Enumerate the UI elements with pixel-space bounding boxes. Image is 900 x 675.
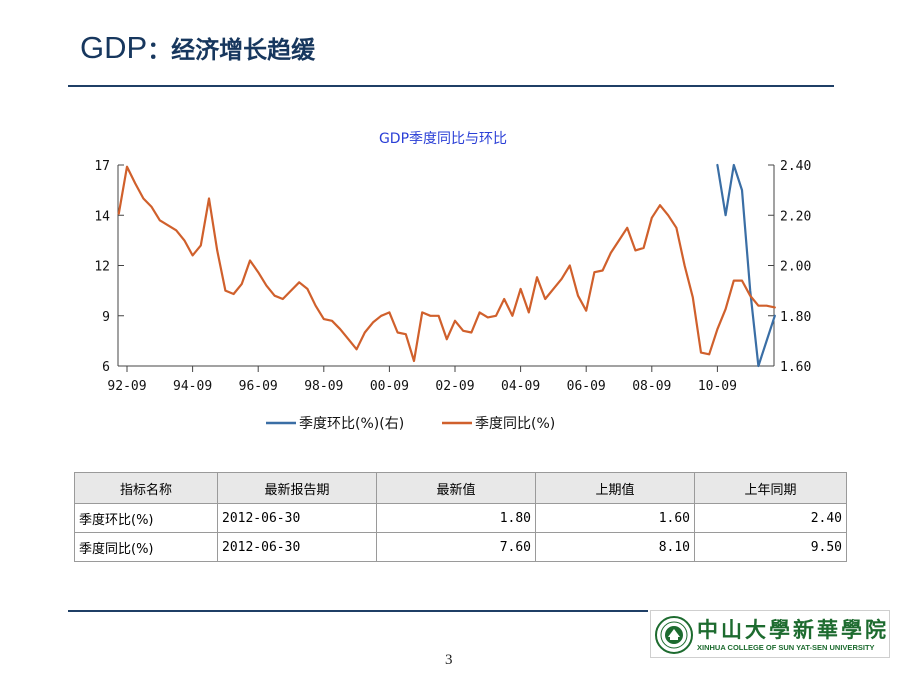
cell-indicator-name: 季度环比(%): [74, 503, 218, 533]
cell-latest-value: 7.60: [376, 532, 536, 562]
table-row: 季度环比(%) 2012-06-30 1.80 1.60 2.40: [74, 503, 847, 533]
right-axis-tick-label: 1.80: [780, 310, 811, 325]
legend-label: 季度同比(%): [475, 416, 555, 432]
cell-indicator-name: 季度同比(%): [74, 532, 218, 562]
slide-title-subtitle: ：经济增长趋缓: [147, 36, 316, 64]
college-logo: 中山大學新華學院 XINHUA COLLEGE OF SUN YAT-SEN U…: [650, 610, 890, 658]
x-axis-tick-label: 06-09: [567, 379, 606, 394]
cell-year-ago-value: 9.50: [694, 532, 847, 562]
slide-title-gdp: GDP: [80, 30, 148, 65]
left-axis-tick-label: 17: [94, 159, 110, 174]
x-axis-tick-label: 00-09: [370, 379, 409, 394]
header-year-ago-value: 上年同期: [694, 472, 847, 504]
cell-previous-value: 8.10: [535, 532, 695, 562]
header-previous-value: 上期值: [535, 472, 695, 504]
right-axis-tick-label: 2.20: [780, 209, 811, 224]
cell-latest-value: 1.80: [376, 503, 536, 533]
cell-latest-period: 2012-06-30: [217, 532, 377, 562]
chart-title: GDP季度同比与环比: [379, 131, 507, 147]
title-divider: [68, 85, 834, 87]
x-axis-tick-label: 02-09: [435, 379, 474, 394]
left-axis-tick-label: 9: [102, 310, 110, 325]
college-emblem-icon: [655, 616, 693, 654]
right-y-axis: 1.60 1.80 2.00 2.20 2.40: [768, 159, 811, 375]
right-axis-tick-label: 1.60: [780, 360, 811, 375]
page-number: 3: [445, 652, 453, 668]
gdp-dual-axis-chart: GDP季度同比与环比 6 9 12 14 17 1.60 1.80 2.00 2.20 2.40…: [94, 131, 811, 432]
indicator-table: 指标名称 最新报告期 最新值 上期值 上年同期 季度环比(%) 2012-06-…: [74, 472, 847, 562]
footer-divider: [68, 610, 648, 612]
x-axis-tick-label: 04-09: [501, 379, 540, 394]
college-name-en: XINHUA COLLEGE OF SUN YAT-SEN UNIVERSITY: [697, 643, 875, 652]
header-latest-period: 最新报告期: [217, 472, 377, 504]
left-axis-tick-label: 14: [94, 209, 110, 224]
cell-latest-period: 2012-06-30: [217, 503, 377, 533]
x-axis: 92-09 94-09 96-09 98-09 00-09 02-09 04-09 06-09…: [107, 366, 737, 394]
table-row: 季度同比(%) 2012-06-30 7.60 8.10 9.50: [74, 532, 847, 562]
table-header-row: 指标名称 最新报告期 最新值 上期值 上年同期: [74, 472, 847, 504]
x-axis-tick-label: 94-09: [173, 379, 212, 394]
chart-legend: 季度环比(%)(右) 季度同比(%): [266, 416, 555, 432]
series-layer: [117, 163, 776, 368]
series-line-qoq: [716, 163, 776, 368]
header-indicator-name: 指标名称: [74, 472, 218, 504]
x-axis-tick-label: 10-09: [698, 379, 737, 394]
left-axis-tick-label: 6: [102, 360, 110, 375]
header-latest-value: 最新值: [376, 472, 536, 504]
x-axis-tick-label: 92-09: [107, 379, 146, 394]
x-axis-tick-label: 98-09: [304, 379, 343, 394]
right-axis-tick-label: 2.00: [780, 260, 811, 275]
slide-title: GDP ：经济增长趋缓: [80, 30, 315, 78]
x-axis-tick-label: 96-09: [239, 379, 278, 394]
right-axis-tick-label: 2.40: [780, 159, 811, 174]
legend-label: 季度环比(%)(右): [299, 416, 404, 432]
left-y-axis: 6 9 12 14 17: [94, 159, 124, 375]
cell-year-ago-value: 2.40: [694, 503, 847, 533]
college-name-cn: 中山大學新華學院: [697, 617, 889, 642]
cell-previous-value: 1.60: [535, 503, 695, 533]
left-axis-tick-label: 12: [94, 260, 110, 275]
x-axis-tick-label: 08-09: [632, 379, 671, 394]
series-line-yoy: [117, 165, 776, 363]
